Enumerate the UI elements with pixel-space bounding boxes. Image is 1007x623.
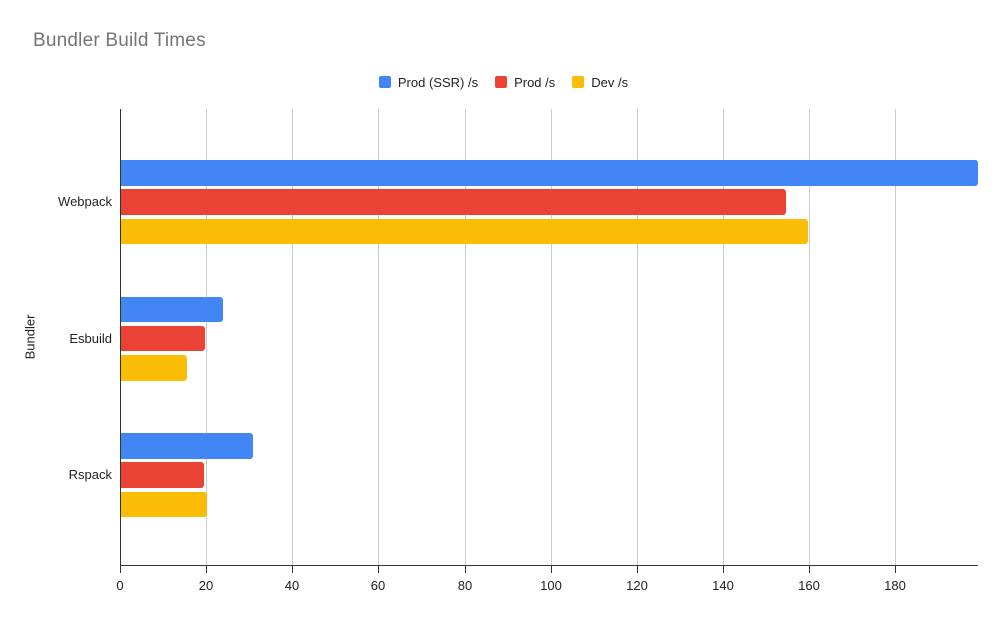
legend-label-dev-s: Dev /s [591,74,629,90]
bar-esbuild-prod-ssr-s[interactable] [121,296,223,322]
category-label-webpack: Webpack [58,194,112,209]
gridline-140 [723,109,724,565]
bar-webpack-dev-s[interactable] [121,218,808,244]
x-tick-60 [378,566,379,573]
gridline-120 [637,109,638,565]
x-tick-label-20: 20 [198,578,214,593]
legend-swatch-prod-ssr-s [378,76,391,88]
x-tick-label-120: 120 [626,578,648,593]
gridline-60 [378,109,379,565]
legend-item-prod-ssr-s[interactable]: Prod (SSR) /s [378,74,479,90]
category-label-rspack: Rspack [68,467,112,482]
bar-webpack-prod-ssr-s[interactable] [121,160,978,186]
gridline-80 [465,109,466,565]
legend-item-prod-s[interactable]: Prod /s [495,75,555,90]
bar-rspack-prod-s[interactable] [121,462,204,488]
gridline-160 [809,109,810,565]
legend: Prod (SSR) /s Prod /s Dev /s [0,73,1007,91]
x-tick-label-140: 140 [712,578,734,593]
x-tick-100 [551,566,552,573]
x-tick-20 [206,566,207,573]
x-tick-label-60: 60 [370,578,386,593]
x-tick-160 [809,566,810,573]
x-tick-80 [465,566,466,573]
category-label-esbuild: Esbuild [69,330,112,346]
gridline-40 [292,109,293,565]
bar-esbuild-dev-s[interactable] [121,355,187,381]
x-tick-label-40: 40 [284,578,300,593]
x-axis-line [120,565,978,566]
bar-webpack-prod-s[interactable] [121,189,787,215]
gridline-100 [551,109,552,565]
x-tick-40 [292,566,293,573]
x-tick-label-180: 180 [884,578,906,593]
x-tick-label-0: 0 [116,578,124,593]
legend-swatch-dev-s [572,76,585,88]
x-tick-label-100: 100 [540,578,562,593]
x-tick-0 [120,566,121,573]
gridline-20 [206,109,207,565]
x-tick-180 [895,566,896,573]
bar-rspack-prod-ssr-s[interactable] [121,433,253,459]
x-tick-140 [723,566,724,573]
bar-rspack-dev-s[interactable] [121,491,207,517]
gridline-180 [895,109,896,565]
y-axis-line [120,109,121,565]
x-tick-120 [637,566,638,573]
legend-label-prod-s: Prod /s [514,74,556,90]
legend-item-dev-s[interactable]: Dev /s [572,75,628,90]
x-tick-label-80: 80 [457,578,473,593]
legend-swatch-prod-s [495,76,508,88]
bar-esbuild-prod-s[interactable] [121,325,205,352]
x-tick-label-160: 160 [798,578,820,593]
plot-area [120,109,978,565]
chart-title: Bundler Build Times [33,30,206,51]
legend-label-prod-ssr-s: Prod (SSR) /s [397,74,479,90]
